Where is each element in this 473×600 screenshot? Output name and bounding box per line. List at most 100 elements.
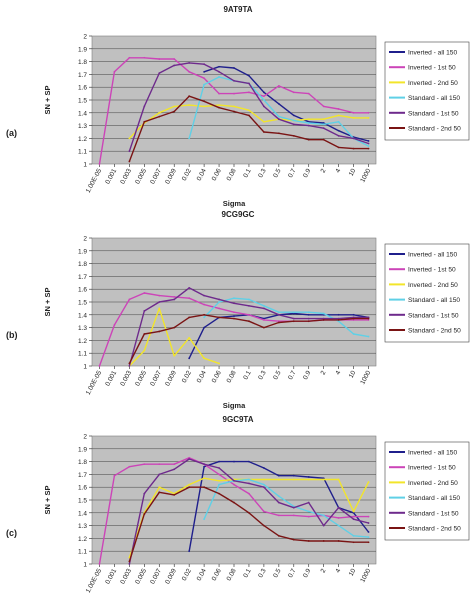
data-point xyxy=(337,108,340,110)
data-point xyxy=(188,550,191,553)
data-point xyxy=(188,456,191,459)
data-point xyxy=(337,517,340,519)
data-point xyxy=(158,330,161,333)
data-point xyxy=(307,510,310,513)
x-tick-label: 0.08 xyxy=(226,567,238,582)
x-tick-label: 0.08 xyxy=(226,167,238,182)
x-tick-label: 2 xyxy=(320,567,328,574)
panel-label: (a) xyxy=(6,128,17,138)
data-point xyxy=(173,326,176,329)
data-point xyxy=(218,316,220,319)
legend-entry: Standard - all 150 xyxy=(408,495,460,502)
data-point xyxy=(248,114,250,117)
data-point xyxy=(322,540,325,542)
data-point xyxy=(277,311,280,314)
data-point xyxy=(277,85,280,87)
data-point xyxy=(352,534,355,537)
data-point xyxy=(337,313,340,316)
x-tick-label: 0.5 xyxy=(272,167,283,179)
x-tick-label: 0.001 xyxy=(104,167,118,185)
data-point xyxy=(128,560,131,563)
data-point xyxy=(218,467,220,469)
data-point xyxy=(173,463,176,466)
data-point xyxy=(277,474,280,477)
series-5 xyxy=(128,458,370,565)
data-point xyxy=(262,524,265,527)
data-point xyxy=(218,492,220,495)
y-tick-label: 1.5 xyxy=(78,98,87,105)
data-point xyxy=(218,106,220,109)
x-tick-label: 1000 xyxy=(359,167,372,183)
data-point xyxy=(203,357,206,360)
data-point xyxy=(262,326,265,329)
y-tick-label: 1.7 xyxy=(78,472,87,479)
data-point xyxy=(203,477,206,480)
data-point xyxy=(352,317,355,320)
x-tick-label: 4 xyxy=(335,369,343,376)
data-point xyxy=(218,460,220,463)
data-point xyxy=(128,137,131,140)
data-point xyxy=(113,70,116,73)
x-tick-label: 0.06 xyxy=(211,567,223,582)
x-tick-label: 0.007 xyxy=(149,567,163,585)
data-point xyxy=(173,468,176,471)
y-tick-label: 1.6 xyxy=(78,85,87,92)
data-point xyxy=(128,56,131,59)
y-tick-label: 1.3 xyxy=(78,123,87,130)
y-tick-label: 1.2 xyxy=(78,338,87,345)
data-point xyxy=(277,115,280,118)
series-6 xyxy=(128,486,370,563)
data-point xyxy=(367,541,370,544)
data-point xyxy=(233,317,235,320)
x-tick-label: 0.04 xyxy=(196,567,208,582)
x-tick-label: 0.009 xyxy=(164,567,178,585)
series-6 xyxy=(128,95,370,163)
data-point xyxy=(277,313,280,316)
x-tick-label: 0.3 xyxy=(257,167,268,179)
x-tick-label: 0.7 xyxy=(287,567,298,579)
x-tick-label: 0.003 xyxy=(119,567,133,585)
x-tick-label: 1.00E-05 xyxy=(85,167,104,194)
data-point xyxy=(128,160,131,163)
series-line xyxy=(203,478,369,538)
data-point xyxy=(143,120,146,123)
data-point xyxy=(292,311,295,314)
data-point xyxy=(98,365,101,367)
data-point xyxy=(233,479,235,482)
series-line xyxy=(203,297,369,338)
data-point xyxy=(158,463,161,466)
data-point xyxy=(352,313,355,316)
data-point xyxy=(248,478,250,481)
data-point xyxy=(188,287,191,289)
x-tick-label: 1000 xyxy=(359,369,372,385)
data-point xyxy=(218,301,220,303)
data-point xyxy=(277,501,280,504)
data-point xyxy=(367,117,370,119)
x-tick-label: 0.001 xyxy=(104,567,118,585)
data-point xyxy=(292,514,295,517)
legend-entry: Inverted - 2nd 50 xyxy=(408,80,458,87)
data-point xyxy=(322,127,325,130)
data-point xyxy=(218,473,220,476)
legend-entry: Standard - 2nd 50 xyxy=(408,328,461,335)
x-tick-label: 1.00E-05 xyxy=(85,369,104,396)
data-point xyxy=(218,479,220,482)
data-point xyxy=(337,320,340,323)
data-point xyxy=(233,302,235,305)
data-point xyxy=(322,312,325,315)
data-point xyxy=(218,92,220,95)
data-point xyxy=(292,114,295,117)
data-point xyxy=(203,465,206,468)
x-axis-label: Sigma xyxy=(223,199,246,208)
data-point xyxy=(352,137,355,140)
x-tick-label: 0.005 xyxy=(134,369,148,387)
legend-entry: Inverted - 2nd 50 xyxy=(408,282,458,289)
x-tick-label: 0.06 xyxy=(211,369,223,384)
legend-entry: Standard - 1st 50 xyxy=(408,510,459,517)
x-tick-label: 4 xyxy=(335,567,343,574)
y-tick-label: 1 xyxy=(83,364,87,371)
chart-title: 9CG9GC xyxy=(222,210,255,219)
data-point xyxy=(98,563,101,565)
data-point xyxy=(188,95,191,98)
data-point xyxy=(352,111,355,114)
